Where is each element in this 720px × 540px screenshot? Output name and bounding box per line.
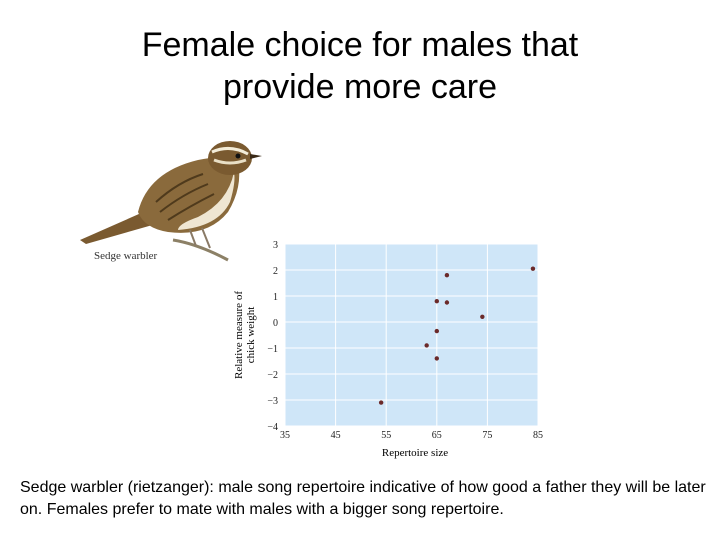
x-tick-label: 85 (533, 430, 543, 441)
y-tick-label: 2 (273, 266, 278, 277)
data-point (378, 400, 384, 405)
y-axis-label-line-1: Relative measure of (233, 291, 245, 379)
sedge-warbler-illustration (80, 141, 262, 262)
x-tick-label: 35 (280, 430, 290, 441)
x-tick-label: 55 (381, 430, 391, 441)
y-tick-label: 1 (273, 292, 278, 303)
title-line-1: Female choice for males that (141, 26, 579, 64)
y-axis-label-line-2: chick weight (245, 307, 257, 364)
y-tick-label: −1 (267, 344, 278, 355)
caption-text: Sedge warbler (rietzanger): male song re… (20, 479, 706, 518)
y-axis-label: Relative measure ofchick weight (233, 291, 257, 379)
data-point (434, 356, 439, 361)
x-axis-ticks: 35 45 55 65 75 85 (280, 430, 543, 441)
plot-area (285, 244, 538, 426)
data-point (424, 343, 429, 348)
data-point (434, 328, 439, 334)
page-title: Female choice for males that provide mor… (60, 24, 660, 108)
data-points (378, 266, 536, 405)
data-point (444, 300, 450, 305)
x-tick-label: 75 (482, 430, 492, 441)
data-point (434, 299, 439, 304)
x-tick-label: 45 (331, 430, 341, 441)
grid-lines (284, 243, 539, 427)
y-tick-label: 0 (273, 318, 278, 329)
title-line-2: provide more care (222, 68, 497, 106)
bird-label: Sedge warbler (94, 250, 158, 262)
data-point (480, 314, 485, 319)
y-tick-label: 3 (273, 240, 278, 251)
data-point (444, 273, 450, 278)
data-point (530, 266, 536, 271)
scatter-chart: 3 2 1 0 −1 −2 −3 −4 35 45 55 65 75 85 Relative measu… (233, 240, 543, 459)
x-axis-label: Repertoire size (382, 447, 448, 459)
y-tick-label: −4 (267, 422, 278, 433)
y-axis-ticks: 3 2 1 0 −1 −2 −3 −4 (267, 240, 278, 433)
y-tick-label: −2 (267, 370, 278, 381)
x-tick-label: 65 (432, 430, 442, 441)
y-tick-label: −3 (267, 396, 278, 407)
